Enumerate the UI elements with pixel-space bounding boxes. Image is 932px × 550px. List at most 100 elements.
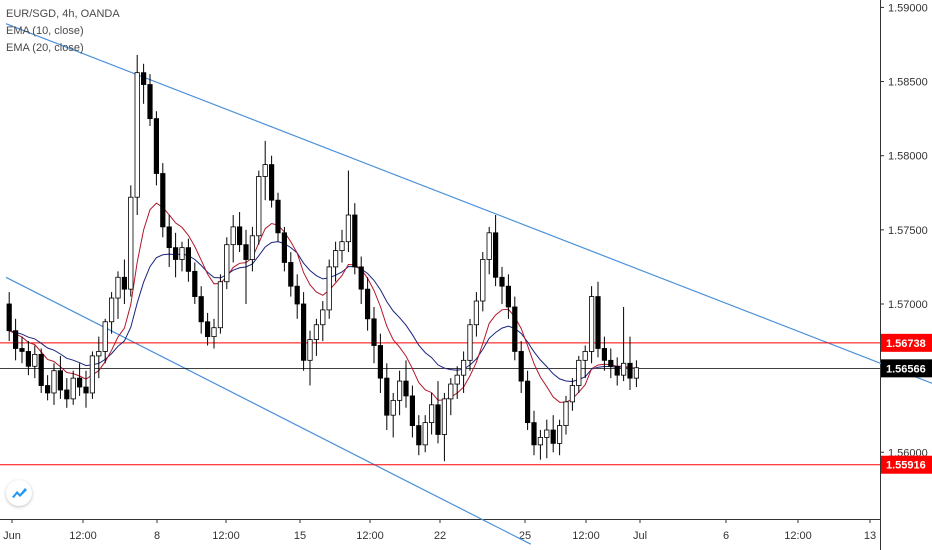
candle-body	[115, 276, 121, 299]
candle-body	[371, 318, 377, 346]
candle-body	[204, 321, 211, 338]
candle-body	[454, 374, 460, 385]
candle-body	[441, 398, 448, 435]
candle-body	[83, 386, 89, 394]
candle-body	[121, 276, 127, 290]
legend-symbol: EUR/SGD, 4h, OANDA	[6, 8, 120, 20]
candle-body	[614, 365, 620, 376]
legend-ema10: EMA (10, close)	[6, 25, 84, 37]
candle-body	[473, 300, 480, 326]
candle-body	[32, 354, 38, 367]
time-tick-label: 13	[864, 530, 876, 542]
candle-body	[486, 232, 492, 260]
candle-body	[109, 297, 115, 323]
candle-body	[358, 266, 364, 290]
candle-body	[300, 303, 307, 361]
candle-body	[51, 370, 57, 394]
chart-legend: EUR/SGD, 4h, OANDA EMA (10, close) EMA (…	[6, 6, 120, 57]
candle-body	[70, 377, 76, 400]
candle-body	[230, 226, 236, 246]
price-label-support: 1.55916	[886, 460, 926, 472]
candle-body	[537, 437, 544, 446]
price-label-box-support	[881, 455, 932, 474]
time-tick-label: 12:00	[572, 530, 600, 542]
candle-body	[192, 270, 198, 297]
candle-body	[249, 235, 255, 260]
tradingview-logo-icon[interactable]	[6, 480, 32, 506]
candle-body	[134, 72, 140, 198]
candle-body	[384, 377, 390, 416]
candle-body	[89, 355, 95, 394]
candle-body	[294, 285, 300, 305]
price-label-box-current	[881, 359, 932, 378]
candle-body	[467, 324, 473, 361]
candle-body	[512, 306, 518, 352]
candle-body	[409, 395, 416, 426]
time-tick-label: 15	[294, 530, 306, 542]
candle-body	[64, 389, 70, 400]
candle-body	[160, 173, 166, 228]
candle-body	[518, 351, 524, 382]
candle-body	[166, 226, 172, 249]
candle-body	[19, 348, 25, 352]
time-tick-label: 22	[434, 530, 446, 542]
candle-body	[492, 232, 499, 278]
candle-body	[390, 399, 396, 416]
time-tick-label: 6	[723, 530, 729, 542]
time-tick-label: 12:00	[784, 530, 812, 542]
candle-body	[557, 425, 563, 444]
candle-body	[332, 250, 339, 268]
candle-body	[531, 422, 537, 446]
candle-body	[428, 404, 435, 424]
price-tick-label: 1.58500	[888, 77, 928, 89]
candle-body	[326, 266, 332, 311]
candle-body	[236, 226, 243, 246]
candle-body	[243, 244, 249, 260]
candle-body	[45, 385, 51, 394]
candle-body	[608, 359, 614, 367]
candle-body	[198, 296, 204, 323]
candle-body	[416, 425, 422, 446]
time-tick-label: 12:00	[212, 530, 240, 542]
candle-body	[525, 380, 531, 424]
candle-body	[57, 370, 64, 391]
candle-body	[217, 281, 223, 329]
price-label-resistance: 1.56738	[886, 338, 926, 350]
candle-body	[307, 339, 313, 361]
candle-body	[345, 214, 352, 243]
candle-body	[288, 262, 294, 287]
candle-body	[582, 351, 588, 361]
candle-body	[147, 84, 153, 120]
candle-body	[601, 348, 608, 361]
candle-body	[224, 244, 230, 283]
candle-body	[364, 288, 371, 320]
ema20-line	[9, 241, 637, 383]
candle-body	[172, 247, 179, 260]
price-label-current: 1.56566	[886, 363, 926, 375]
ema10-line	[8, 202, 637, 403]
time-tick-label: 25	[519, 530, 531, 542]
candle-body	[499, 276, 505, 287]
candle-body	[281, 232, 288, 263]
candle-body	[627, 362, 633, 379]
candle-body	[320, 309, 326, 326]
candle-body	[275, 199, 281, 234]
candle-body	[576, 359, 582, 386]
candle-body	[621, 362, 627, 376]
candle-body	[313, 324, 320, 340]
candle-body	[268, 164, 275, 201]
legend-ema20: EMA (20, close)	[6, 42, 84, 54]
price-tick-label: 1.58000	[888, 151, 928, 163]
price-tick-label: 1.59000	[888, 2, 928, 14]
candle-body	[480, 259, 486, 302]
candle-body	[211, 327, 217, 338]
price-label-box-resistance	[881, 333, 932, 352]
candle-body	[179, 247, 185, 260]
time-tick-label: 12:00	[356, 530, 384, 542]
candle-body	[422, 422, 428, 446]
candle-body	[569, 385, 576, 403]
candle-body	[256, 176, 262, 237]
candle-body	[377, 345, 384, 379]
candle-body	[505, 285, 512, 308]
